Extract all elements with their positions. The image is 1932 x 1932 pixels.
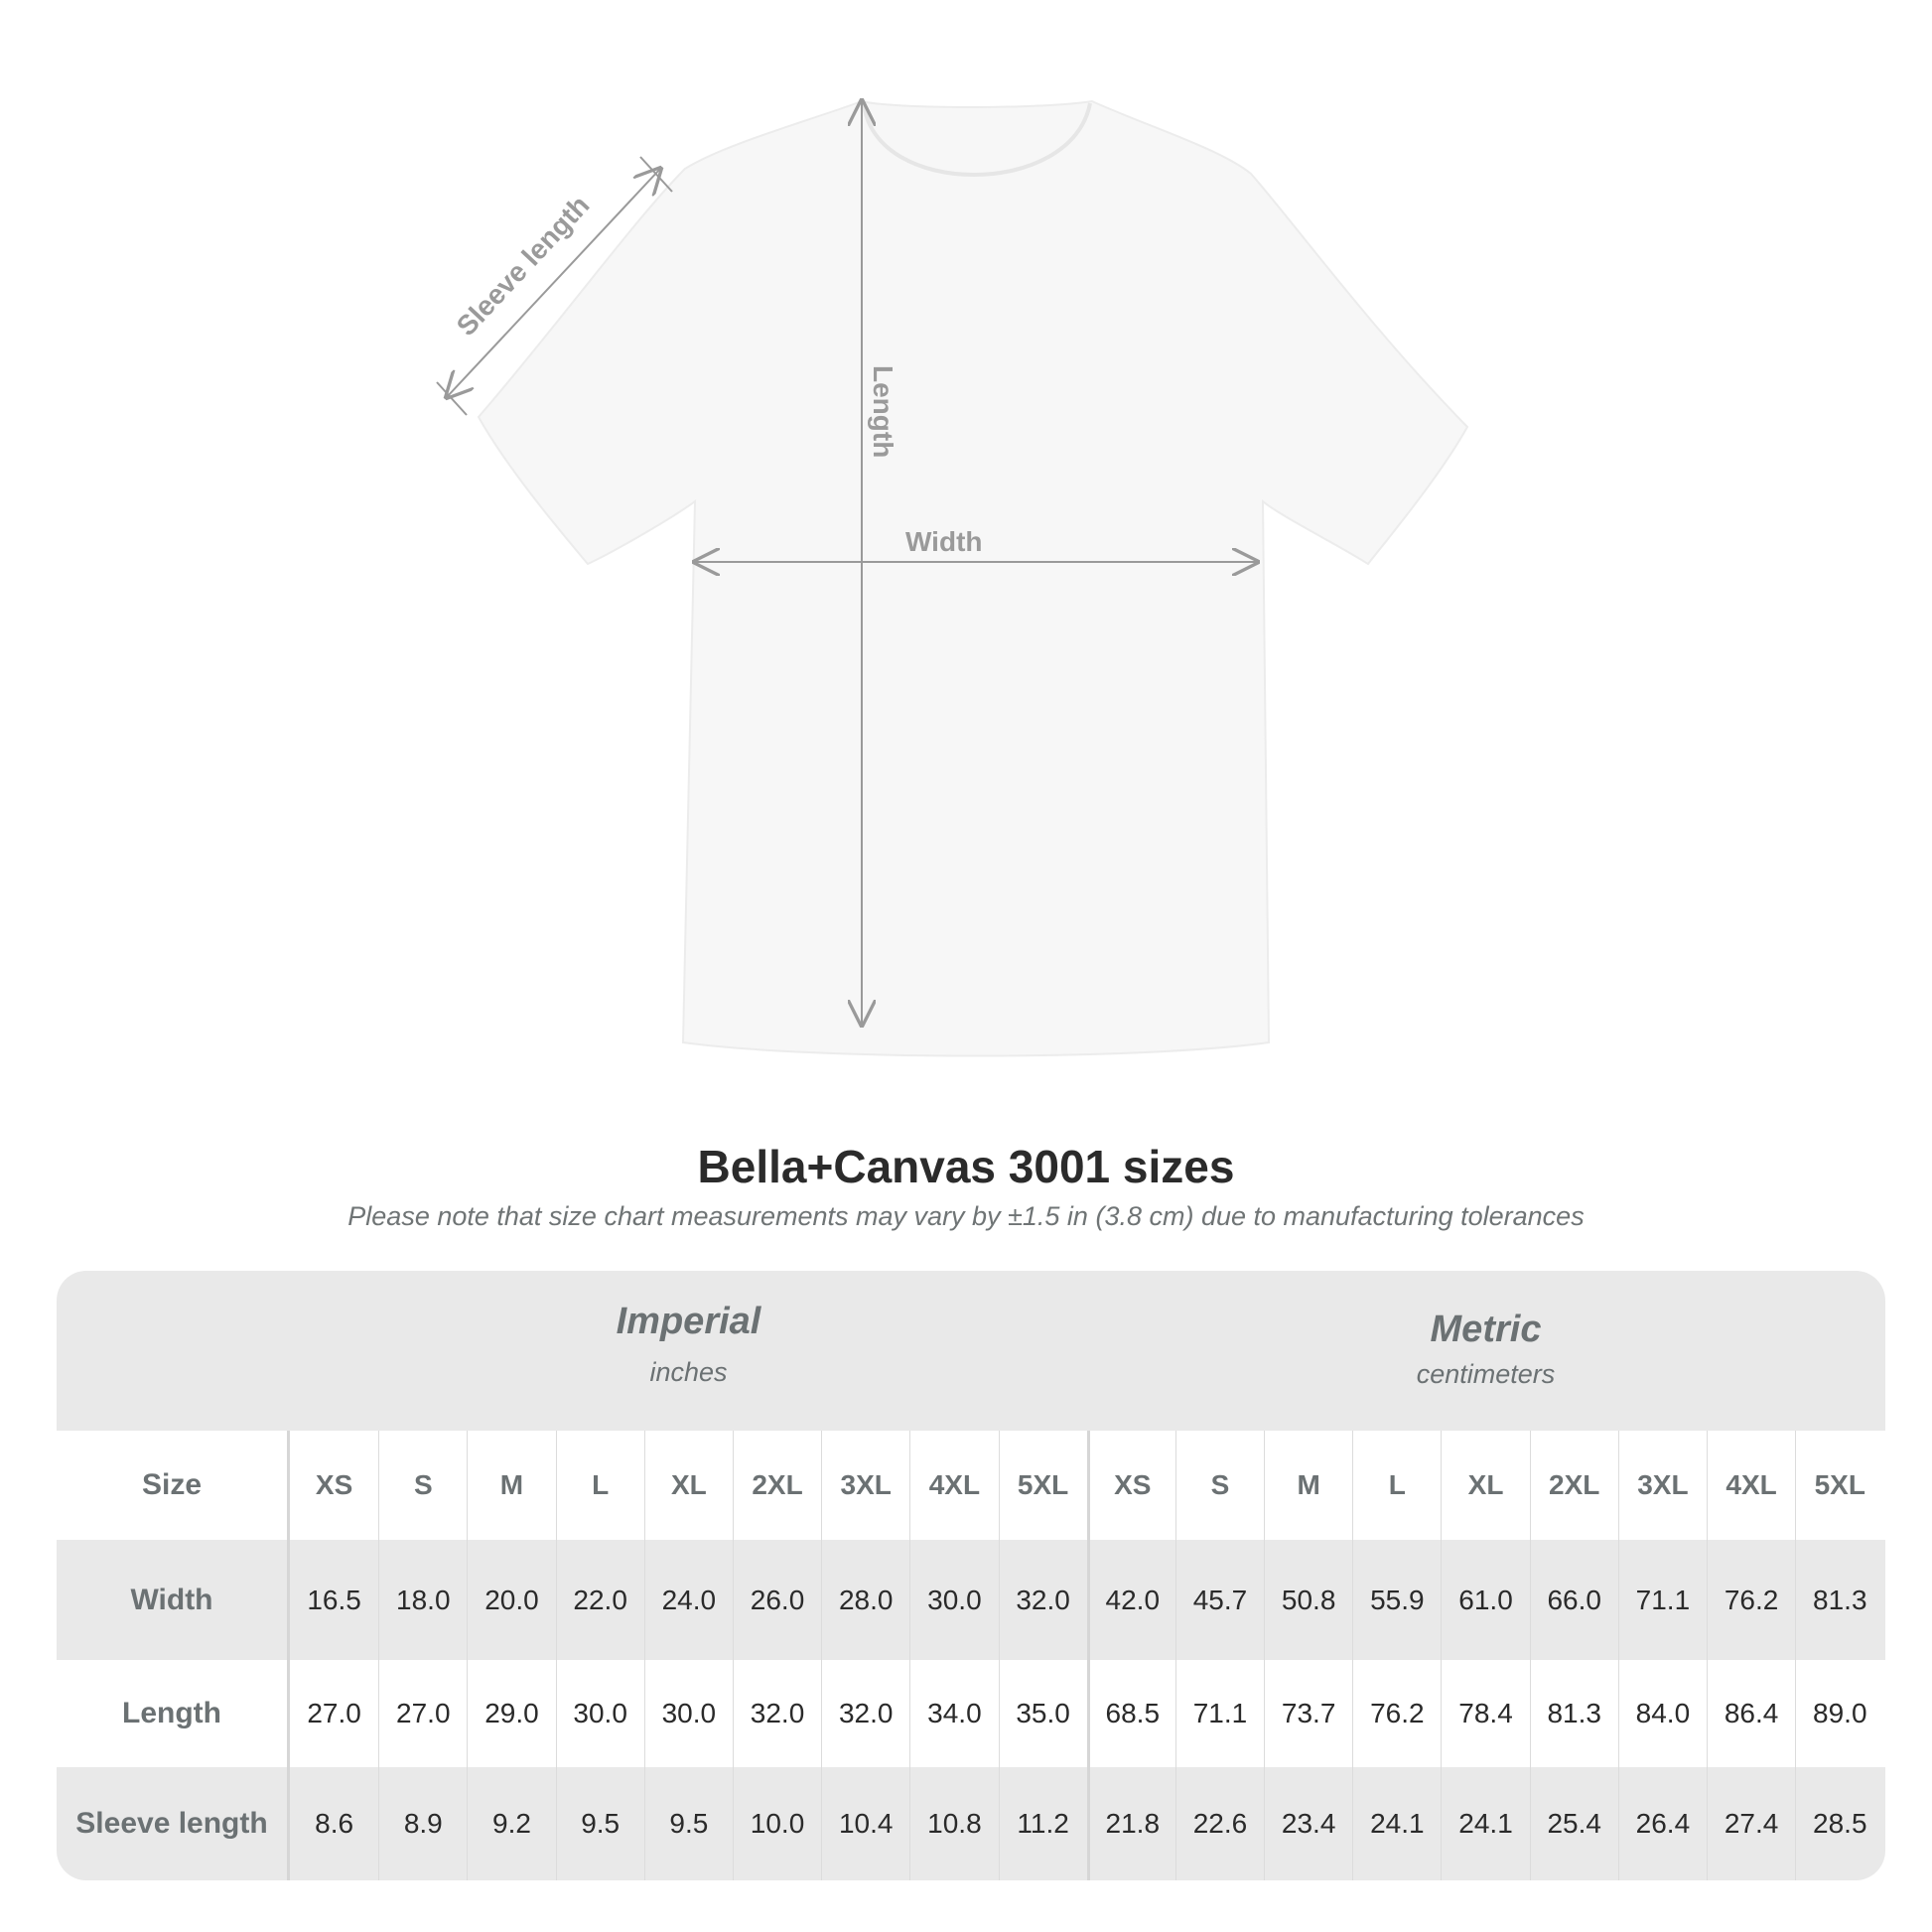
table-cell: 24.1 bbox=[1441, 1767, 1529, 1880]
table-cell: 26.0 bbox=[732, 1540, 821, 1660]
table-cell: 32.0 bbox=[821, 1660, 909, 1767]
table-cell: 32.0 bbox=[998, 1540, 1087, 1660]
table-cell: 81.3 bbox=[1529, 1660, 1618, 1767]
table-cell: 27.0 bbox=[378, 1660, 467, 1767]
table-cell: 78.4 bbox=[1441, 1660, 1529, 1767]
table-cell: 18.0 bbox=[378, 1540, 467, 1660]
table-cell: 27.0 bbox=[307, 1698, 361, 1728]
table-cell: 71.1 bbox=[1174, 1660, 1264, 1767]
size-header-cell: 5XL bbox=[998, 1431, 1087, 1540]
table-cell: 55.9 bbox=[1352, 1540, 1441, 1660]
size-header-cell: 4XL bbox=[909, 1431, 998, 1540]
table-cell: 30.0 bbox=[909, 1540, 998, 1660]
table-cell: 24.1 bbox=[1352, 1767, 1441, 1880]
table-cell: 8.9 bbox=[378, 1767, 467, 1880]
table-cell: 21.8 bbox=[1086, 1767, 1175, 1880]
chart-title: Bella+Canvas 3001 sizes bbox=[697, 1141, 1235, 1192]
size-table: Imperial inches Metric centimeters Size X… bbox=[57, 1271, 1885, 1880]
table-cell: 29.0 bbox=[467, 1660, 555, 1767]
table-cell: 10.8 bbox=[909, 1767, 998, 1880]
units-header: Imperial inches Metric centimeters bbox=[57, 1271, 1885, 1431]
imperial-header: Imperial inches bbox=[290, 1301, 1087, 1388]
table-cell: 76.2 bbox=[1352, 1660, 1441, 1767]
table-cell: 24.0 bbox=[643, 1540, 733, 1660]
table-cell: 81.3 bbox=[1795, 1540, 1883, 1660]
table-cell: 45.7 bbox=[1174, 1540, 1264, 1660]
size-header-cell: 5XL bbox=[1795, 1431, 1883, 1540]
table-cell: 68.5 bbox=[1086, 1660, 1175, 1767]
metric-title: Metric bbox=[1430, 1309, 1542, 1350]
table-cell: 30.0 bbox=[555, 1660, 644, 1767]
table-cell: 32.0 bbox=[732, 1660, 821, 1767]
table-cell: 9.5 bbox=[643, 1767, 733, 1880]
size-header-cell: M bbox=[467, 1431, 555, 1540]
table-cell: 66.0 bbox=[1529, 1540, 1618, 1660]
row-label: Length bbox=[57, 1660, 290, 1767]
size-header-cell: XS bbox=[1086, 1431, 1175, 1540]
tshirt-body bbox=[477, 99, 1469, 1057]
size-header-row: Size XS S M L XL 2XL 3XL 4XL 5XL XS S M L XL 2XL 3XL 4XL 5… bbox=[57, 1431, 1885, 1540]
tshirt-diagram: Sleeve length Length Width bbox=[436, 0, 1469, 1057]
table-cell: 27.4 bbox=[1707, 1767, 1795, 1880]
size-header-cell: L bbox=[1352, 1431, 1441, 1540]
row-label: Width bbox=[57, 1540, 290, 1660]
size-header-cell: XL bbox=[1441, 1431, 1529, 1540]
table-cell: 89.0 bbox=[1795, 1660, 1883, 1767]
table-cell: 71.1 bbox=[1617, 1540, 1707, 1660]
table-cell: 11.2 bbox=[998, 1767, 1087, 1880]
imperial-unit: inches bbox=[649, 1357, 728, 1387]
size-header-cell: 4XL bbox=[1707, 1431, 1795, 1540]
size-header-cell: 3XL bbox=[821, 1431, 909, 1540]
imperial-title: Imperial bbox=[616, 1301, 761, 1342]
table-cell: 73.7 bbox=[1264, 1660, 1352, 1767]
tshirt-collar bbox=[862, 102, 1092, 177]
size-header-cell: 3XL bbox=[1617, 1431, 1707, 1540]
size-header-cell: S bbox=[1174, 1431, 1264, 1540]
size-header-cell: L bbox=[555, 1431, 644, 1540]
row-label: Size bbox=[57, 1431, 290, 1540]
table-cell: 84.0 bbox=[1617, 1660, 1707, 1767]
table-cell: 10.4 bbox=[821, 1767, 909, 1880]
row-label: Sleeve length bbox=[57, 1767, 290, 1880]
table-cell: 30.0 bbox=[643, 1660, 733, 1767]
table-cell: 9.5 bbox=[555, 1767, 644, 1880]
table-row: Width 16.5 18.0 20.0 22.0 24.0 26.0 28.0 30.0 32.… bbox=[57, 1540, 1885, 1660]
table-row: Sleeve length 8.6 8.9 9.2 9.5 9.5 10.0 10.4 10.8… bbox=[57, 1767, 1885, 1880]
size-header-cell: M bbox=[1264, 1431, 1352, 1540]
table-cell: 22.0 bbox=[555, 1540, 644, 1660]
table-cell: 61.0 bbox=[1441, 1540, 1529, 1660]
table-cell: 35.0 bbox=[998, 1660, 1087, 1767]
width-label: Width bbox=[905, 526, 983, 557]
table-cell: 9.2 bbox=[467, 1767, 555, 1880]
table-cell: 8.6 bbox=[315, 1808, 354, 1839]
metric-header: Metric centimeters bbox=[1087, 1309, 1884, 1390]
table-cell: 86.4 bbox=[1707, 1660, 1795, 1767]
size-header-cell: XL bbox=[643, 1431, 733, 1540]
tolerance-note: Please note that size chart measurements… bbox=[347, 1201, 1585, 1231]
size-header-cell: XS bbox=[315, 1469, 353, 1500]
table-cell: 23.4 bbox=[1264, 1767, 1352, 1880]
size-header-cell: 2XL bbox=[1529, 1431, 1618, 1540]
table-cell: 28.0 bbox=[821, 1540, 909, 1660]
table-cell: 16.5 bbox=[307, 1584, 361, 1615]
table-cell: 34.0 bbox=[909, 1660, 998, 1767]
table-row: Length 27.0 27.0 29.0 30.0 30.0 32.0 32.0 34.0 35… bbox=[57, 1660, 1885, 1767]
size-header-cell: S bbox=[378, 1431, 467, 1540]
sleeve-arrow bbox=[447, 169, 660, 397]
length-label: Length bbox=[868, 365, 898, 458]
size-header-cell: 2XL bbox=[732, 1431, 821, 1540]
table-cell: 26.4 bbox=[1617, 1767, 1707, 1880]
table-cell: 25.4 bbox=[1529, 1767, 1618, 1880]
table-cell: 10.0 bbox=[732, 1767, 821, 1880]
metric-unit: centimeters bbox=[1416, 1359, 1556, 1389]
table-cell: 42.0 bbox=[1086, 1540, 1175, 1660]
table-cell: 76.2 bbox=[1707, 1540, 1795, 1660]
table-cell: 28.5 bbox=[1795, 1767, 1883, 1880]
table-cell: 50.8 bbox=[1264, 1540, 1352, 1660]
table-cell: 20.0 bbox=[467, 1540, 555, 1660]
table-cell: 22.6 bbox=[1174, 1767, 1264, 1880]
